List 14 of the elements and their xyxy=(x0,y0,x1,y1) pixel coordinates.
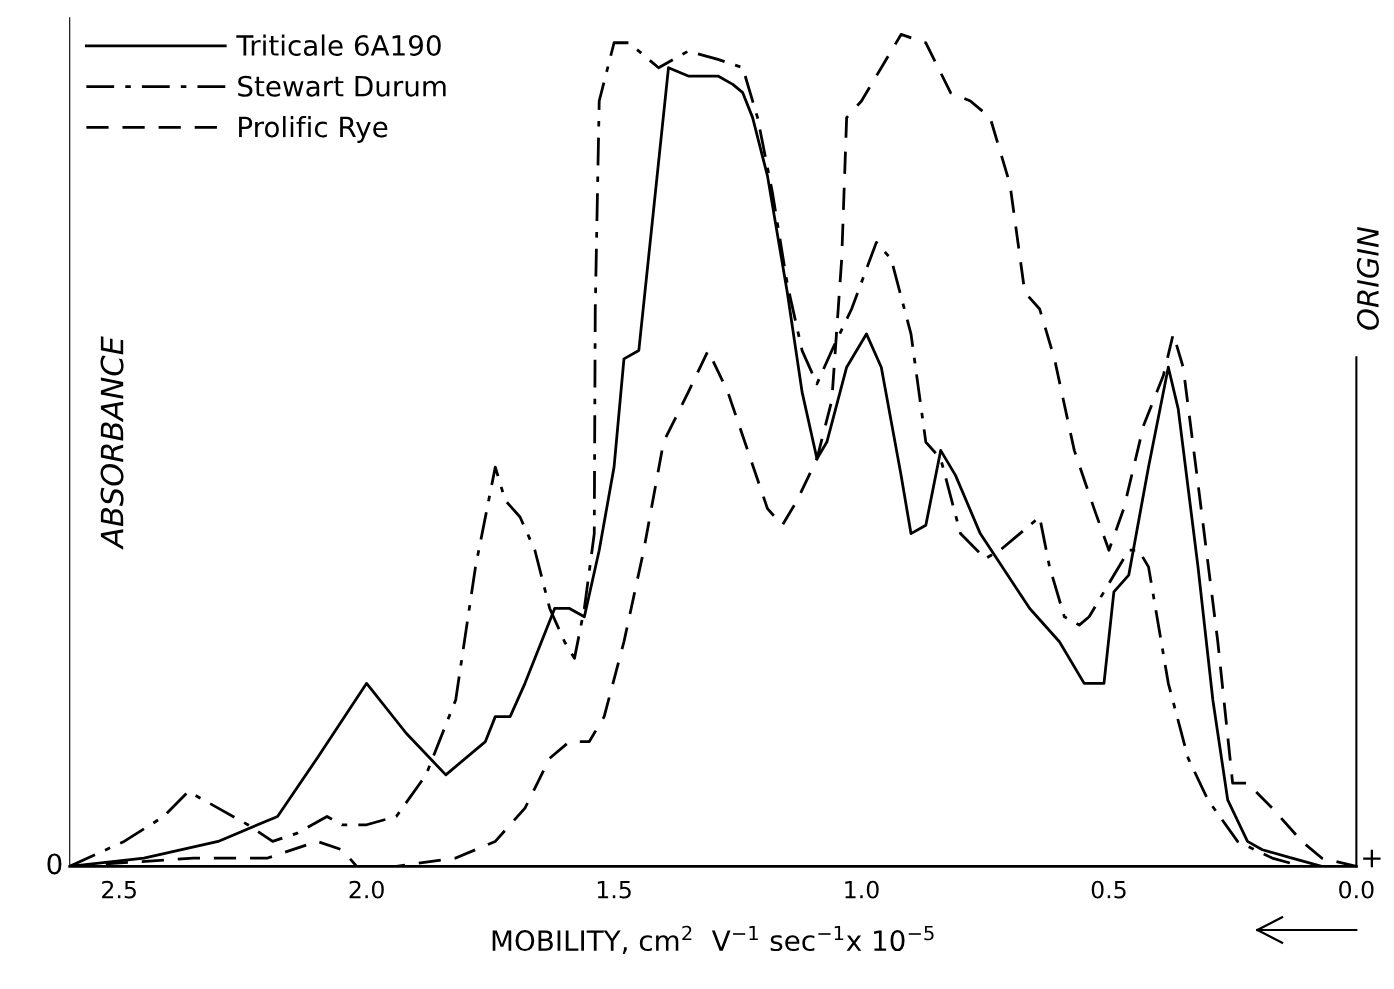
x-tick-label: 2.0 xyxy=(349,880,384,899)
ref-line-label: ORIGIN xyxy=(1356,226,1379,330)
x-tick-label: 1.5 xyxy=(597,880,631,899)
y-axis-title: ABSORBANCE xyxy=(100,336,124,550)
x-tick-label: 0.5 xyxy=(1091,880,1126,899)
x-axis-title: MOBILITY, cm$^{2}$ V$^{−1}$ sec$^{−1}$x 10$^{−5}$ xyxy=(492,925,934,954)
x-tick-label: 1.0 xyxy=(845,880,879,899)
text: 0 xyxy=(47,853,62,875)
legend-label: Prolific Rye xyxy=(239,116,388,143)
legend-label: Triticale 6A190 xyxy=(236,34,441,56)
x-tick-label: 0.0 xyxy=(1339,880,1374,899)
text: + xyxy=(1363,849,1381,868)
x-tick-label: 2.5 xyxy=(102,880,136,899)
legend-label: Stewart Durum xyxy=(238,75,446,97)
